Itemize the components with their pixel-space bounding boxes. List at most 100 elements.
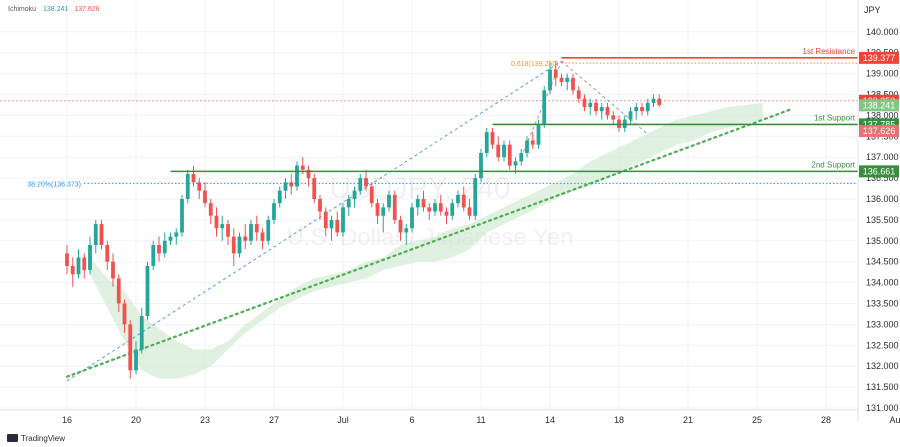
candle[interactable] [134,341,138,375]
candle[interactable] [467,199,472,220]
candle[interactable] [427,203,432,220]
candle[interactable] [502,140,506,162]
candle[interactable] [220,215,225,241]
candle[interactable] [599,102,604,120]
candle[interactable] [341,203,345,237]
candle[interactable] [99,219,104,250]
candle[interactable] [519,148,524,166]
candle[interactable] [203,182,207,208]
candle[interactable] [243,224,248,250]
candle[interactable] [237,232,242,258]
candle[interactable] [272,199,276,225]
candle[interactable] [605,102,610,120]
candle[interactable] [634,102,639,120]
candle[interactable] [450,199,455,220]
candle[interactable] [530,132,535,149]
candle[interactable] [496,136,501,162]
candle[interactable] [594,98,598,116]
candle[interactable] [444,207,449,225]
candle[interactable] [438,194,443,216]
candle[interactable] [260,228,265,250]
candle[interactable] [226,219,230,245]
candle[interactable] [565,73,570,91]
x-tick-label[interactable]: 11 [476,415,485,425]
candle[interactable] [346,194,351,216]
candle[interactable] [657,94,662,108]
candle[interactable] [312,173,317,204]
candle[interactable] [559,73,564,87]
candle[interactable] [525,136,529,158]
candle[interactable] [473,173,478,220]
candle[interactable] [335,211,340,237]
candle[interactable] [116,274,121,312]
x-tick-label[interactable]: Au [889,415,900,425]
candle[interactable] [387,190,391,212]
price-axis[interactable]: JPY 140.000139.500139.000138.500138.0001… [857,0,900,422]
candle[interactable] [364,169,368,191]
candle[interactable] [111,253,115,287]
candle[interactable] [65,244,69,275]
candle[interactable] [162,232,167,258]
candle[interactable] [645,98,650,116]
candle[interactable] [490,127,495,149]
candle[interactable] [283,178,288,200]
candle[interactable] [576,86,581,103]
x-tick-label[interactable]: 6 [409,415,414,425]
candle[interactable] [318,194,322,220]
candle[interactable] [404,224,409,245]
candle[interactable] [139,307,144,354]
candle[interactable] [548,63,552,95]
candle[interactable] [105,240,110,271]
time-axis[interactable]: 16 20 23 27 Jul 6 11 14 18 21 25 28 Au [0,409,900,425]
candle[interactable] [254,215,259,241]
candle[interactable] [588,98,593,116]
candle[interactable] [168,232,173,245]
candle[interactable] [571,73,575,95]
x-tick-label[interactable]: 21 [683,415,693,425]
x-tick-label[interactable]: Jul [337,415,349,425]
x-tick-label[interactable]: 18 [614,415,624,425]
candle[interactable] [484,127,489,158]
candle[interactable] [542,86,547,128]
x-tick-label[interactable]: 23 [200,415,210,425]
candle[interactable] [553,61,558,87]
candle[interactable] [295,161,299,191]
candle[interactable] [174,228,179,245]
candle[interactable] [128,320,133,379]
x-tick-label[interactable]: 25 [752,415,762,425]
candle[interactable] [381,203,386,233]
candle[interactable] [82,253,87,279]
candle[interactable] [415,194,420,216]
candle[interactable] [651,94,656,108]
candles[interactable] [65,61,662,379]
candle[interactable] [375,199,380,225]
candle[interactable] [151,240,156,271]
candle[interactable] [398,215,403,241]
candle[interactable] [410,203,414,233]
candle[interactable] [249,219,253,245]
candle[interactable] [461,186,466,212]
candle[interactable] [421,190,426,212]
candle[interactable] [76,249,81,279]
candle[interactable] [157,236,161,262]
candle[interactable] [88,236,92,275]
x-tick-label[interactable]: 20 [131,415,141,425]
x-tick-label[interactable]: 27 [269,415,279,425]
candle[interactable] [456,190,460,208]
candle[interactable] [70,257,75,287]
candle[interactable] [197,178,202,200]
candle[interactable] [628,107,633,124]
candle[interactable] [185,169,190,204]
candle[interactable] [289,173,294,195]
candle[interactable] [358,173,363,195]
candle[interactable] [208,199,213,225]
candle[interactable] [145,261,150,321]
candle[interactable] [180,194,184,237]
candle[interactable] [479,148,483,183]
candle[interactable] [369,182,374,208]
candle[interactable] [214,207,219,237]
candle[interactable] [507,140,512,170]
candle[interactable] [582,94,587,112]
candle[interactable] [93,219,98,254]
